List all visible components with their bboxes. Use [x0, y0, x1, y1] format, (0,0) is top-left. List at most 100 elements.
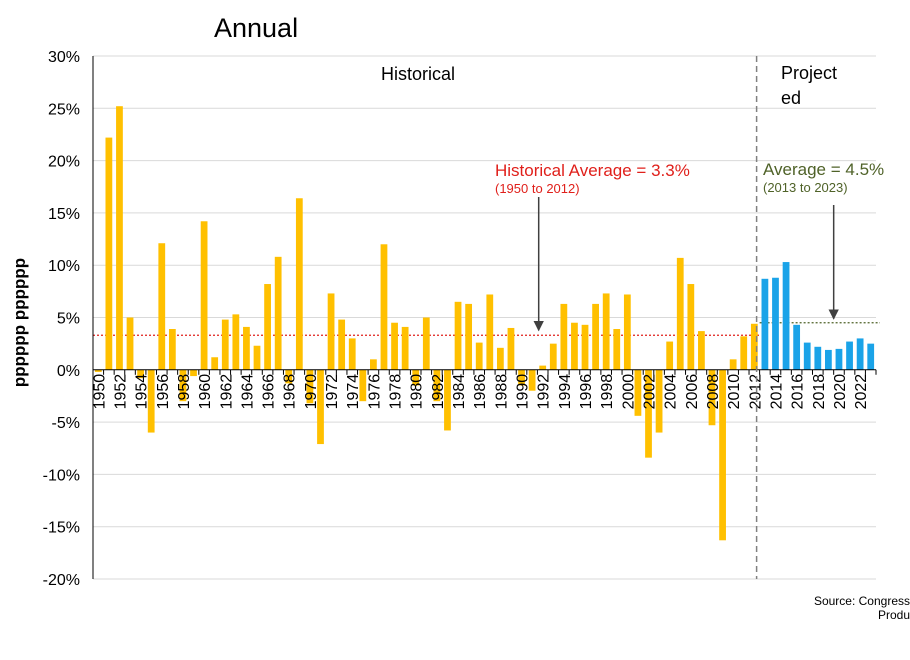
historical-bar — [253, 345, 261, 370]
annotations: Historical Project ed Historical Average = … — [381, 56, 884, 579]
historical-bar — [729, 359, 737, 370]
historical-bar — [359, 369, 367, 402]
x-tick-label: 1970 — [303, 374, 320, 410]
x-tick-label: 1952 — [112, 374, 129, 410]
axes: -20%-15%-10%-5%0%5%10%15%20%25%30%1950 19… — [10, 49, 877, 589]
historical-bar — [348, 338, 356, 370]
historical-bar — [613, 329, 621, 370]
historical-bar — [200, 221, 208, 370]
projected-average-label: Average = 4.5% — [763, 160, 884, 179]
historical-bar — [698, 331, 705, 370]
historical-bar — [168, 329, 176, 370]
x-tick-label: 2014 — [768, 374, 785, 410]
projected-section-label-line1: Project — [781, 63, 837, 83]
source-line-1: Source: Congress — [813, 594, 910, 608]
historical-bar — [285, 369, 293, 384]
historical-bar — [317, 369, 324, 445]
historical-bar — [211, 357, 219, 370]
x-tick-label: 1984 — [451, 374, 468, 410]
historical-bar — [422, 317, 430, 370]
projected-bar — [856, 338, 864, 370]
historical-bar — [528, 369, 536, 391]
x-tick-label: 2006 — [684, 374, 701, 410]
y-tick-label: 20% — [48, 154, 80, 171]
historical-bar — [602, 293, 610, 370]
y-tick-label: -20% — [43, 572, 80, 589]
historical-bar — [687, 284, 695, 370]
historical-bar — [116, 106, 123, 370]
x-tick-label: 1960 — [197, 374, 214, 410]
historical-bar — [571, 322, 578, 370]
x-tick-label: 2004 — [663, 374, 680, 410]
x-tick-label: 1996 — [578, 374, 595, 410]
projected-bar — [772, 277, 779, 370]
x-tick-label: 1950 — [91, 374, 108, 410]
x-tick-label: 1972 — [324, 374, 341, 410]
x-tick-label: 1980 — [409, 374, 426, 410]
source-line-2: Produ — [877, 608, 910, 622]
projected-bar — [846, 341, 853, 370]
y-tick-label: 25% — [48, 101, 80, 118]
historical-bar — [221, 319, 229, 370]
x-tick-label: 1954 — [134, 374, 151, 410]
historical-bar — [581, 324, 589, 370]
historical-bar — [391, 322, 398, 370]
y-tick-label: -10% — [43, 467, 80, 484]
x-tick-label: 1978 — [388, 374, 405, 410]
chart-title: Annual — [214, 13, 299, 43]
historical-bar — [740, 336, 748, 370]
historical-bar — [370, 359, 377, 370]
x-tick-label: 1968 — [282, 374, 299, 410]
projected-bar — [824, 349, 832, 370]
historical-bar — [539, 365, 547, 370]
historical-bar — [126, 317, 134, 370]
projected-bar — [803, 342, 811, 370]
historical-bar — [401, 326, 409, 370]
bars — [94, 106, 875, 541]
projected-bar — [793, 324, 801, 370]
x-tick-label: 1976 — [366, 374, 383, 410]
y-tick-label: 5% — [57, 311, 80, 328]
historical-bar — [486, 294, 494, 370]
historical-bar — [475, 342, 483, 370]
historical-bar — [158, 243, 166, 370]
x-tick-label: 1994 — [557, 374, 574, 410]
historical-bar — [708, 369, 716, 426]
historical-bar — [634, 369, 642, 416]
historical-bar — [105, 137, 113, 370]
historical-bar — [412, 369, 420, 386]
historical-bar — [465, 303, 473, 370]
historical-bar — [444, 369, 451, 431]
y-tick-label: 15% — [48, 206, 80, 223]
x-tick-label: 1988 — [493, 374, 510, 410]
projected-bar — [835, 348, 843, 370]
historical-bar — [676, 257, 684, 370]
historical-average-range: (1950 to 2012) — [495, 181, 580, 196]
x-tick-label: 1958 — [176, 374, 193, 410]
projected-bar — [814, 346, 822, 370]
y-tick-label: 30% — [48, 49, 80, 66]
historical-bar — [496, 347, 504, 370]
historical-bar — [719, 369, 726, 541]
x-tick-label: 1982 — [430, 374, 447, 410]
x-tick-label: 1962 — [218, 374, 235, 410]
x-tick-label: 1986 — [472, 374, 489, 410]
x-tick-label: 2012 — [747, 374, 764, 410]
x-tick-label: 2002 — [642, 374, 659, 410]
historical-bar — [264, 284, 271, 370]
historical-bar — [549, 343, 557, 370]
historical-bar — [380, 244, 388, 370]
x-tick-label: 1956 — [155, 374, 172, 410]
x-tick-label: 1992 — [536, 374, 553, 410]
historical-bar — [306, 369, 314, 404]
gridlines — [93, 55, 876, 580]
projected-bar — [867, 343, 875, 370]
historical-average-label: Historical Average = 3.3% — [495, 161, 690, 180]
historical-section-label: Historical — [381, 64, 455, 84]
historical-bar — [655, 369, 663, 433]
x-tick-label: 2022 — [853, 374, 870, 410]
historical-bar — [190, 369, 197, 377]
x-tick-label: 2010 — [726, 374, 743, 410]
historical-bar — [232, 314, 240, 370]
x-tick-label: 2000 — [620, 374, 637, 410]
